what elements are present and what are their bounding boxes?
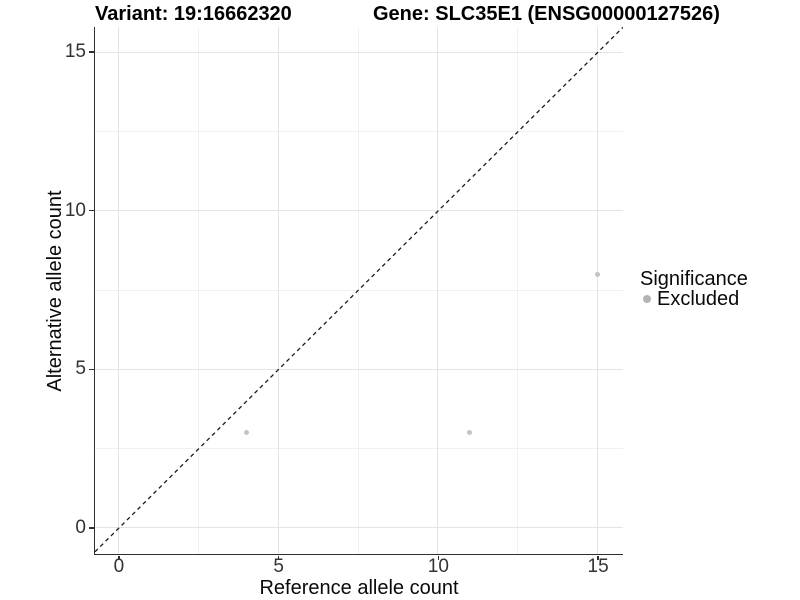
major-gridline-horizontal [94,51,623,53]
y-tick-label: 10 [64,199,86,221]
x-tick-label: 0 [113,556,125,577]
major-gridline-vertical [437,27,439,554]
major-gridline-vertical [117,27,119,554]
plot-title-variant: Variant: 19:16662320 [95,3,292,25]
legend-item-label: Excluded [657,288,740,310]
x-axis-tick [597,555,599,560]
legend-title: Significance [640,268,748,290]
y-tick-label: 5 [75,358,86,380]
major-gridline-vertical [277,27,279,554]
x-axis-tick [277,555,280,560]
minor-gridline-horizontal [94,130,623,132]
data-point [595,271,601,277]
y-axis-tick [88,368,94,371]
minor-gridline-horizontal [94,448,623,450]
data-point [467,430,473,436]
y-tick-label: 0 [75,516,86,538]
x-axis-title: Reference allele count [259,577,459,599]
minor-gridline-horizontal [94,289,623,291]
y-axis-tick [88,527,94,529]
y-axis-tick [88,209,94,212]
legend-point-icon [643,295,651,303]
y-tick-label: 15 [64,41,86,63]
plot-panel [93,27,623,555]
x-tick-label: 10 [427,556,449,577]
plot-title-gene: Gene: SLC35E1 (ENSG00000127526) [373,3,720,25]
x-axis-tick [437,555,440,560]
identity-dashed-line [94,27,623,553]
major-gridline-horizontal [94,210,623,212]
legend: Significance Excluded [638,269,748,309]
major-gridline-horizontal [94,527,623,529]
major-gridline-vertical [597,27,599,554]
major-gridline-horizontal [94,368,623,370]
x-axis-tick [118,555,120,560]
x-tick-label: 15 [587,556,609,577]
y-axis-tick [88,51,94,53]
legend-item-excluded: Excluded [638,289,748,309]
x-tick-label: 5 [273,556,284,577]
data-point [243,430,249,436]
